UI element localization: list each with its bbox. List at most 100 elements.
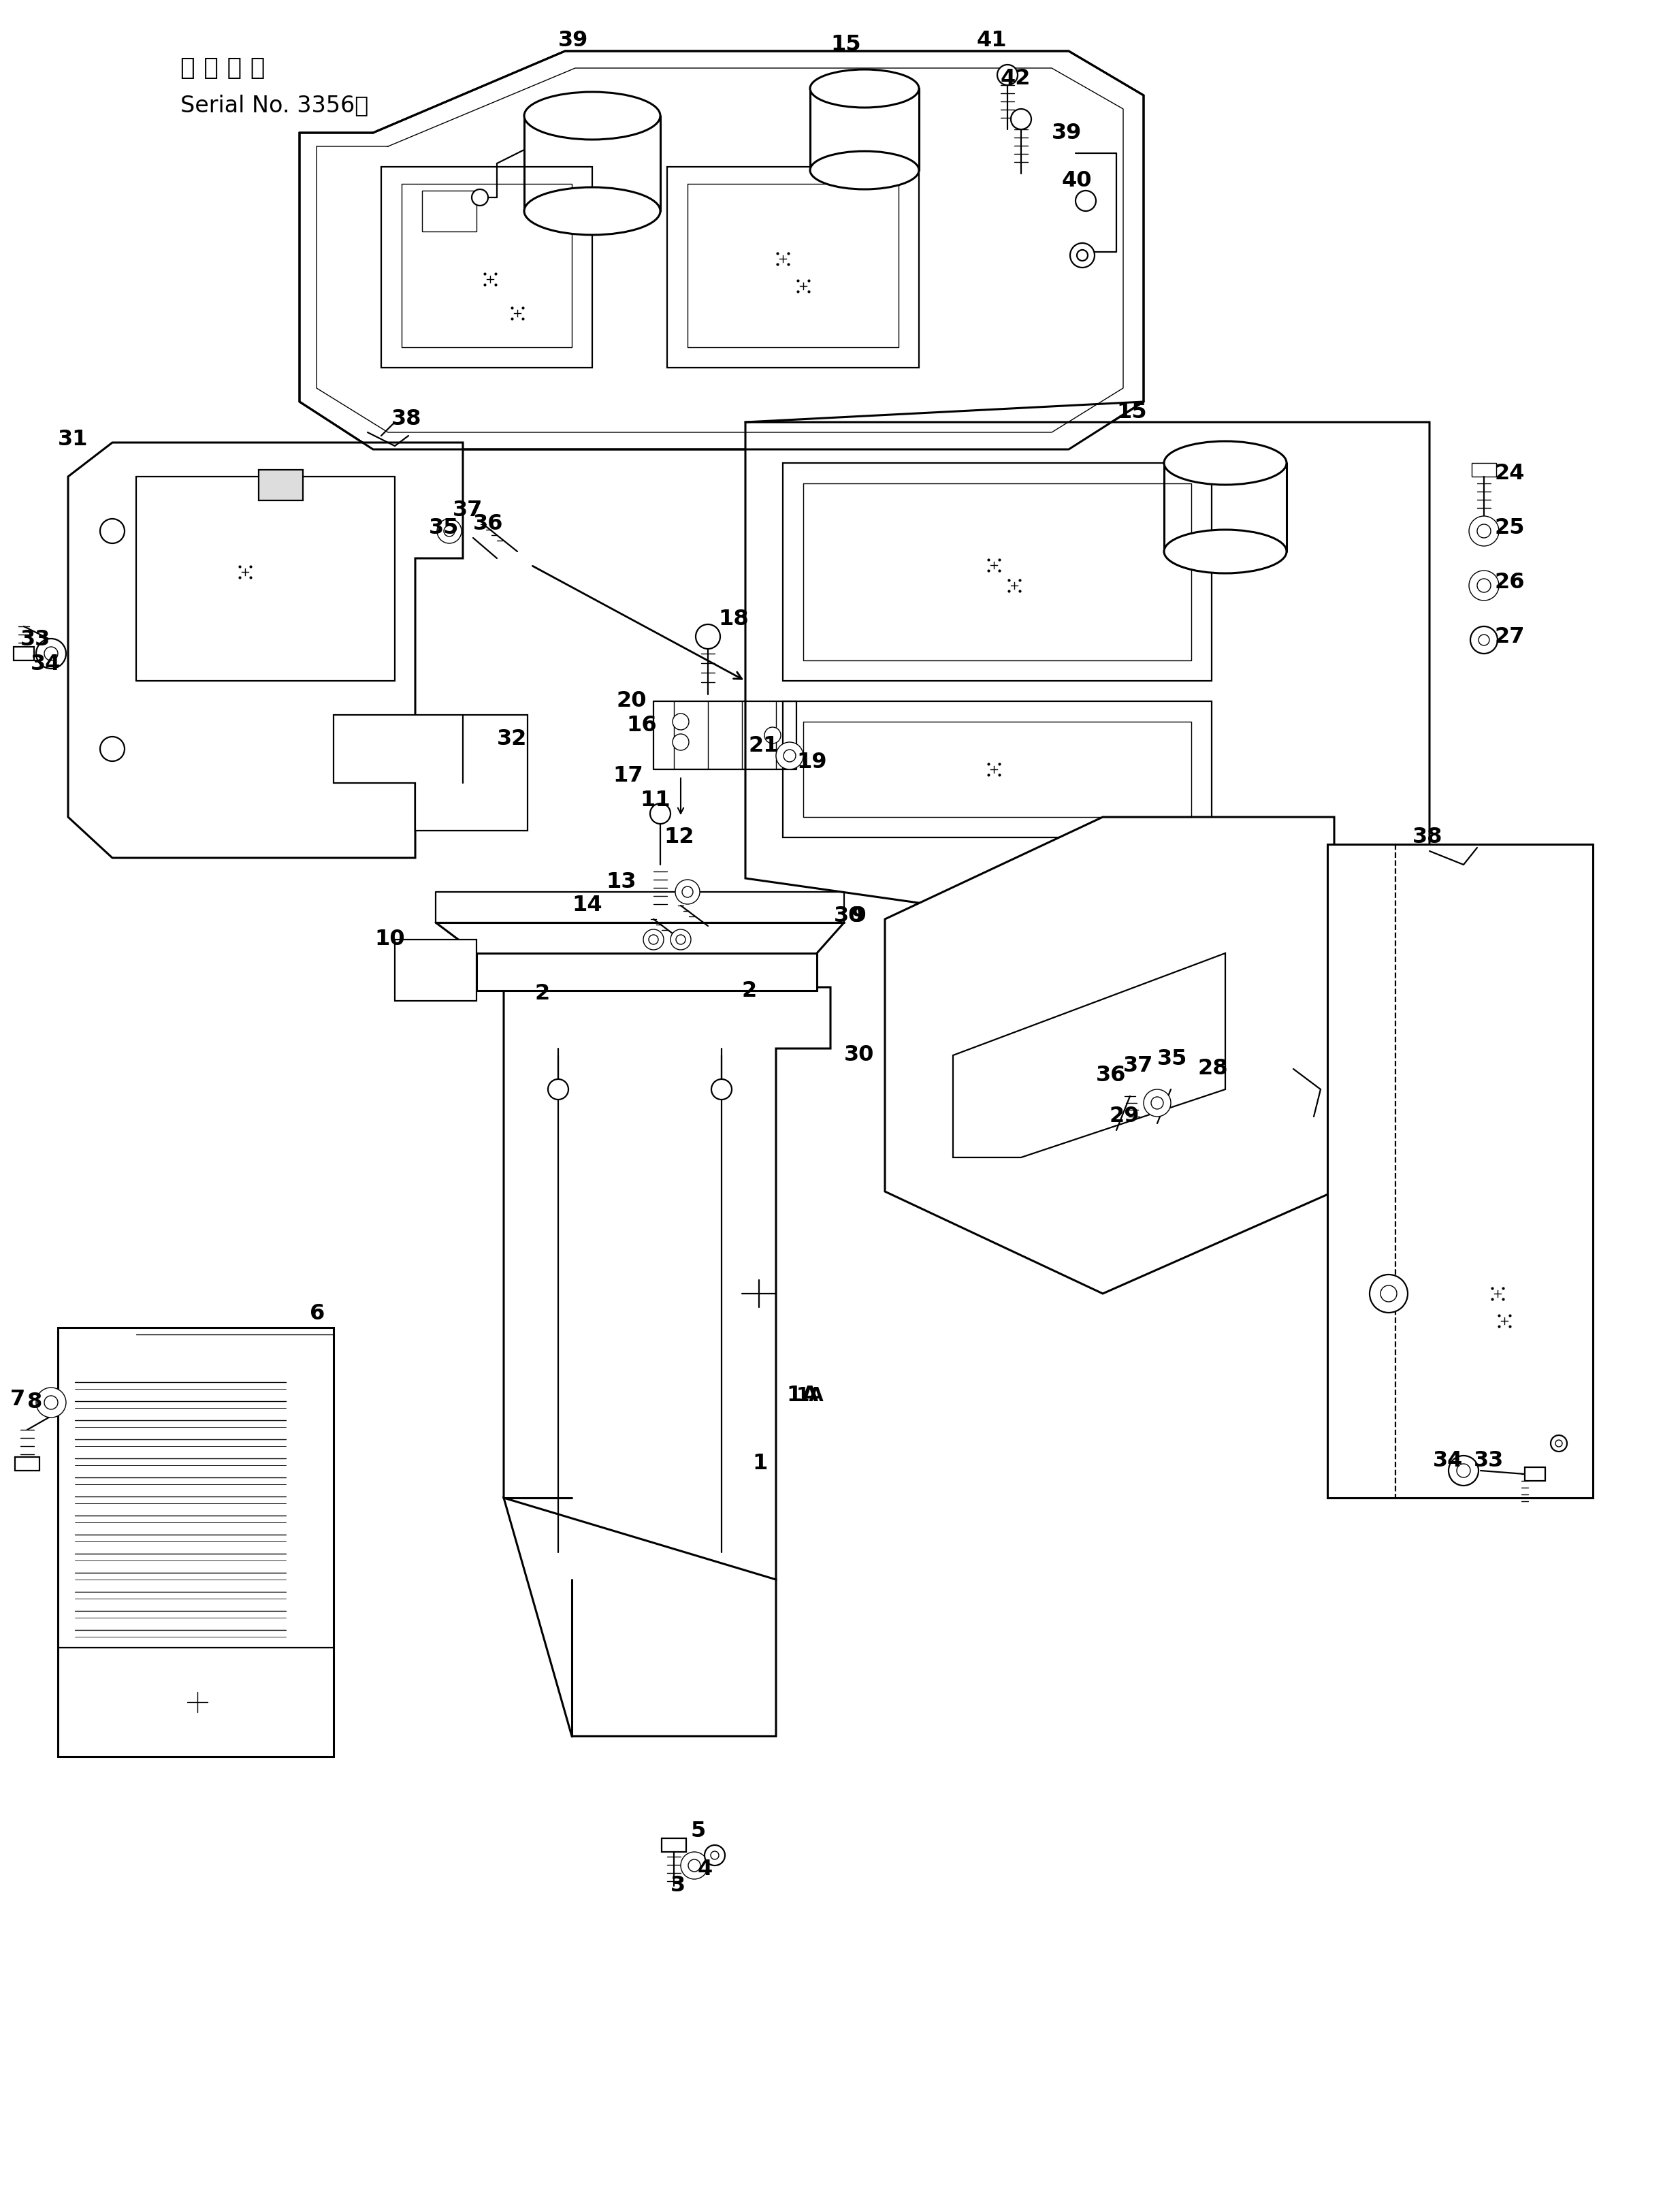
Polygon shape	[783, 463, 1211, 680]
Text: 40: 40	[1062, 169, 1092, 191]
Text: 28: 28	[1198, 1059, 1228, 1079]
Text: 26: 26	[1494, 572, 1524, 592]
Text: 34: 34	[30, 654, 60, 675]
Circle shape	[672, 713, 689, 730]
Circle shape	[444, 526, 455, 537]
Circle shape	[1470, 627, 1497, 654]
Circle shape	[704, 1844, 726, 1866]
Ellipse shape	[810, 151, 919, 189]
Text: 30: 30	[843, 1044, 874, 1066]
Bar	[662, 1838, 685, 1851]
Text: 33: 33	[20, 629, 50, 651]
Circle shape	[1075, 191, 1095, 211]
Polygon shape	[885, 818, 1334, 1294]
Circle shape	[689, 1860, 701, 1871]
Circle shape	[1477, 579, 1490, 592]
Text: 29: 29	[1109, 1105, 1139, 1127]
Polygon shape	[667, 167, 919, 368]
Text: 11: 11	[640, 789, 670, 811]
Text: 38: 38	[1413, 827, 1443, 849]
Circle shape	[680, 1851, 707, 1879]
Text: 5: 5	[690, 1820, 706, 1842]
Bar	[1472, 463, 1497, 476]
Polygon shape	[783, 702, 1211, 838]
Circle shape	[1457, 1463, 1470, 1478]
Text: 20: 20	[617, 691, 647, 713]
Text: 30: 30	[833, 906, 864, 925]
Circle shape	[682, 886, 692, 897]
Text: 9: 9	[850, 906, 865, 925]
Text: 18: 18	[717, 610, 749, 629]
Polygon shape	[504, 987, 830, 1579]
Ellipse shape	[524, 92, 660, 140]
Text: 34: 34	[1433, 1450, 1463, 1472]
Polygon shape	[57, 1327, 334, 1757]
Ellipse shape	[1164, 441, 1287, 485]
Text: 8: 8	[27, 1393, 42, 1412]
Text: 19: 19	[796, 752, 827, 774]
Text: 17: 17	[613, 765, 643, 787]
Ellipse shape	[1164, 531, 1287, 572]
Circle shape	[1477, 524, 1490, 537]
Text: 4: 4	[697, 1857, 712, 1879]
Circle shape	[548, 1079, 568, 1099]
Circle shape	[643, 930, 664, 950]
Text: 32: 32	[497, 728, 528, 750]
Polygon shape	[69, 443, 464, 857]
Circle shape	[44, 1395, 57, 1410]
Circle shape	[672, 735, 689, 750]
Circle shape	[1551, 1434, 1567, 1452]
Circle shape	[1011, 110, 1032, 129]
Bar	[422, 191, 477, 232]
Circle shape	[776, 741, 803, 770]
Text: 27: 27	[1494, 625, 1524, 647]
Polygon shape	[1327, 844, 1593, 1498]
Text: 21: 21	[749, 735, 780, 757]
Circle shape	[1077, 250, 1087, 261]
Circle shape	[1556, 1441, 1562, 1447]
Bar	[1525, 1467, 1546, 1480]
Circle shape	[711, 1851, 719, 1860]
Polygon shape	[953, 954, 1225, 1158]
Text: 38: 38	[391, 408, 422, 430]
Circle shape	[670, 930, 690, 950]
Text: 33: 33	[1473, 1450, 1504, 1472]
Text: 35: 35	[428, 518, 459, 537]
Text: 1A: 1A	[796, 1386, 825, 1406]
Text: 39: 39	[1052, 123, 1082, 143]
Text: 24: 24	[1494, 463, 1524, 485]
Circle shape	[44, 647, 57, 660]
Circle shape	[1468, 515, 1499, 546]
Polygon shape	[477, 954, 816, 991]
Circle shape	[1369, 1274, 1408, 1314]
Circle shape	[1070, 243, 1095, 268]
Text: 36: 36	[1095, 1066, 1126, 1086]
Text: 37: 37	[452, 500, 482, 522]
Text: 2: 2	[534, 982, 549, 1004]
Text: 42: 42	[1001, 68, 1032, 90]
Circle shape	[1151, 1096, 1163, 1110]
Polygon shape	[334, 715, 528, 831]
Circle shape	[101, 520, 124, 544]
Text: 6: 6	[309, 1303, 324, 1325]
Text: 2: 2	[743, 980, 758, 1002]
Circle shape	[764, 728, 781, 743]
Text: 25: 25	[1494, 518, 1524, 537]
Circle shape	[696, 625, 721, 649]
Circle shape	[998, 64, 1018, 86]
Text: 16: 16	[627, 715, 657, 735]
Circle shape	[1468, 570, 1499, 601]
Polygon shape	[381, 167, 593, 368]
Circle shape	[675, 879, 701, 904]
Text: 37: 37	[1124, 1055, 1154, 1077]
Text: 14: 14	[571, 895, 601, 917]
Circle shape	[711, 1079, 732, 1099]
Text: 15: 15	[1117, 401, 1147, 423]
Text: 適 用 号 機: 適 用 号 機	[180, 57, 265, 79]
Circle shape	[437, 520, 462, 544]
Text: 41: 41	[976, 31, 1008, 50]
Circle shape	[101, 737, 124, 761]
Circle shape	[472, 189, 489, 206]
Circle shape	[35, 1388, 66, 1417]
Circle shape	[1448, 1456, 1478, 1485]
